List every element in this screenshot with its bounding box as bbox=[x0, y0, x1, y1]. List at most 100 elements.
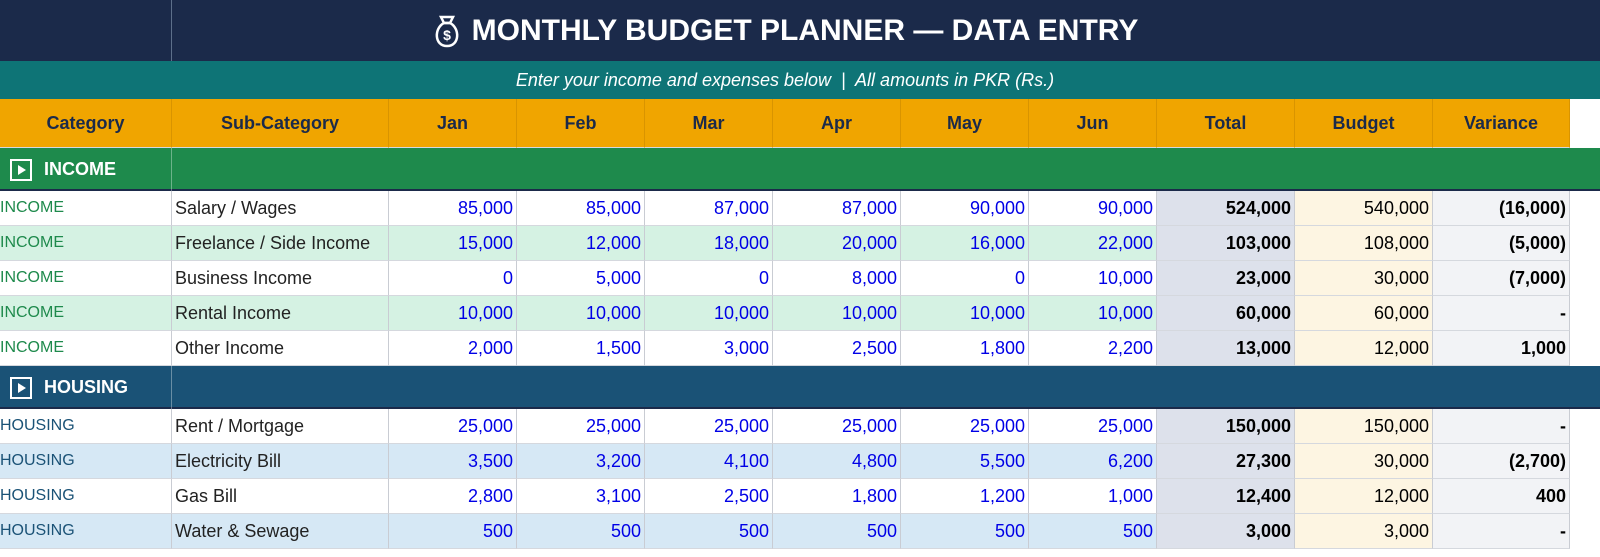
subcategory-cell[interactable]: Salary / Wages bbox=[172, 191, 389, 226]
budget-cell[interactable]: 30,000 bbox=[1295, 261, 1433, 296]
month-cell[interactable]: 500 bbox=[773, 514, 901, 549]
month-cell[interactable]: 18,000 bbox=[645, 226, 773, 261]
month-cell[interactable]: 90,000 bbox=[901, 191, 1029, 226]
month-cell[interactable]: 25,000 bbox=[901, 409, 1029, 444]
budget-cell[interactable]: 108,000 bbox=[1295, 226, 1433, 261]
month-cell[interactable]: 85,000 bbox=[517, 191, 645, 226]
variance-cell[interactable]: - bbox=[1433, 409, 1570, 444]
month-cell[interactable]: 85,000 bbox=[389, 191, 517, 226]
month-cell[interactable]: 1,500 bbox=[517, 331, 645, 366]
month-cell[interactable]: 4,800 bbox=[773, 444, 901, 479]
category-cell[interactable]: INCOME bbox=[0, 191, 172, 226]
month-cell[interactable]: 500 bbox=[1029, 514, 1157, 549]
column-header[interactable]: Category bbox=[0, 99, 172, 148]
month-cell[interactable]: 22,000 bbox=[1029, 226, 1157, 261]
category-cell[interactable]: INCOME bbox=[0, 226, 172, 261]
subcategory-cell[interactable]: Water & Sewage bbox=[172, 514, 389, 549]
total-cell[interactable]: 3,000 bbox=[1157, 514, 1295, 549]
column-header[interactable]: Apr bbox=[773, 99, 901, 148]
month-cell[interactable]: 10,000 bbox=[901, 296, 1029, 331]
month-cell[interactable]: 3,100 bbox=[517, 479, 645, 514]
subcategory-cell[interactable]: Business Income bbox=[172, 261, 389, 296]
total-cell[interactable]: 27,300 bbox=[1157, 444, 1295, 479]
category-cell[interactable]: INCOME bbox=[0, 296, 172, 331]
month-cell[interactable]: 87,000 bbox=[773, 191, 901, 226]
column-header[interactable]: Mar bbox=[645, 99, 773, 148]
column-header[interactable]: May bbox=[901, 99, 1029, 148]
category-cell[interactable]: INCOME bbox=[0, 331, 172, 366]
variance-cell[interactable]: - bbox=[1433, 514, 1570, 549]
section-label[interactable]: HOUSING bbox=[10, 366, 170, 409]
column-header[interactable]: Total bbox=[1157, 99, 1295, 148]
month-cell[interactable]: 10,000 bbox=[389, 296, 517, 331]
month-cell[interactable]: 0 bbox=[901, 261, 1029, 296]
category-cell[interactable]: HOUSING bbox=[0, 409, 172, 444]
total-cell[interactable]: 150,000 bbox=[1157, 409, 1295, 444]
column-header[interactable]: Jun bbox=[1029, 99, 1157, 148]
month-cell[interactable]: 2,200 bbox=[1029, 331, 1157, 366]
month-cell[interactable]: 1,200 bbox=[901, 479, 1029, 514]
variance-cell[interactable]: - bbox=[1433, 296, 1570, 331]
month-cell[interactable]: 0 bbox=[389, 261, 517, 296]
month-cell[interactable]: 6,200 bbox=[1029, 444, 1157, 479]
month-cell[interactable]: 25,000 bbox=[773, 409, 901, 444]
month-cell[interactable]: 10,000 bbox=[1029, 261, 1157, 296]
month-cell[interactable]: 500 bbox=[389, 514, 517, 549]
month-cell[interactable]: 25,000 bbox=[389, 409, 517, 444]
month-cell[interactable]: 500 bbox=[901, 514, 1029, 549]
total-cell[interactable]: 524,000 bbox=[1157, 191, 1295, 226]
month-cell[interactable]: 1,000 bbox=[1029, 479, 1157, 514]
month-cell[interactable]: 25,000 bbox=[645, 409, 773, 444]
variance-cell[interactable]: (7,000) bbox=[1433, 261, 1570, 296]
total-cell[interactable]: 60,000 bbox=[1157, 296, 1295, 331]
month-cell[interactable]: 16,000 bbox=[901, 226, 1029, 261]
budget-cell[interactable]: 12,000 bbox=[1295, 479, 1433, 514]
variance-cell[interactable]: (16,000) bbox=[1433, 191, 1570, 226]
month-cell[interactable]: 10,000 bbox=[773, 296, 901, 331]
subcategory-cell[interactable]: Rental Income bbox=[172, 296, 389, 331]
total-cell[interactable]: 103,000 bbox=[1157, 226, 1295, 261]
month-cell[interactable]: 3,000 bbox=[645, 331, 773, 366]
month-cell[interactable]: 15,000 bbox=[389, 226, 517, 261]
month-cell[interactable]: 4,100 bbox=[645, 444, 773, 479]
month-cell[interactable]: 87,000 bbox=[645, 191, 773, 226]
budget-cell[interactable]: 540,000 bbox=[1295, 191, 1433, 226]
month-cell[interactable]: 12,000 bbox=[517, 226, 645, 261]
variance-cell[interactable]: (2,700) bbox=[1433, 444, 1570, 479]
month-cell[interactable]: 20,000 bbox=[773, 226, 901, 261]
month-cell[interactable]: 0 bbox=[645, 261, 773, 296]
column-header[interactable]: Budget bbox=[1295, 99, 1433, 148]
column-header[interactable]: Variance bbox=[1433, 99, 1570, 148]
month-cell[interactable]: 500 bbox=[517, 514, 645, 549]
month-cell[interactable]: 5,000 bbox=[517, 261, 645, 296]
budget-cell[interactable]: 60,000 bbox=[1295, 296, 1433, 331]
variance-cell[interactable]: 400 bbox=[1433, 479, 1570, 514]
budget-cell[interactable]: 12,000 bbox=[1295, 331, 1433, 366]
category-cell[interactable]: HOUSING bbox=[0, 444, 172, 479]
variance-cell[interactable]: (5,000) bbox=[1433, 226, 1570, 261]
total-cell[interactable]: 13,000 bbox=[1157, 331, 1295, 366]
month-cell[interactable]: 2,500 bbox=[773, 331, 901, 366]
category-cell[interactable]: HOUSING bbox=[0, 479, 172, 514]
month-cell[interactable]: 10,000 bbox=[517, 296, 645, 331]
subcategory-cell[interactable]: Freelance / Side Income bbox=[172, 226, 389, 261]
subcategory-cell[interactable]: Rent / Mortgage bbox=[172, 409, 389, 444]
month-cell[interactable]: 1,800 bbox=[773, 479, 901, 514]
month-cell[interactable]: 90,000 bbox=[1029, 191, 1157, 226]
expand-icon[interactable] bbox=[10, 376, 32, 399]
month-cell[interactable]: 25,000 bbox=[1029, 409, 1157, 444]
month-cell[interactable]: 2,800 bbox=[389, 479, 517, 514]
month-cell[interactable]: 25,000 bbox=[517, 409, 645, 444]
month-cell[interactable]: 8,000 bbox=[773, 261, 901, 296]
section-label[interactable]: INCOME bbox=[10, 148, 170, 191]
subcategory-cell[interactable]: Other Income bbox=[172, 331, 389, 366]
month-cell[interactable]: 500 bbox=[645, 514, 773, 549]
budget-cell[interactable]: 30,000 bbox=[1295, 444, 1433, 479]
month-cell[interactable]: 1,800 bbox=[901, 331, 1029, 366]
variance-cell[interactable]: 1,000 bbox=[1433, 331, 1570, 366]
category-cell[interactable]: INCOME bbox=[0, 261, 172, 296]
expand-icon[interactable] bbox=[10, 158, 32, 181]
month-cell[interactable]: 2,000 bbox=[389, 331, 517, 366]
column-header[interactable]: Sub-Category bbox=[172, 99, 389, 148]
month-cell[interactable]: 5,500 bbox=[901, 444, 1029, 479]
